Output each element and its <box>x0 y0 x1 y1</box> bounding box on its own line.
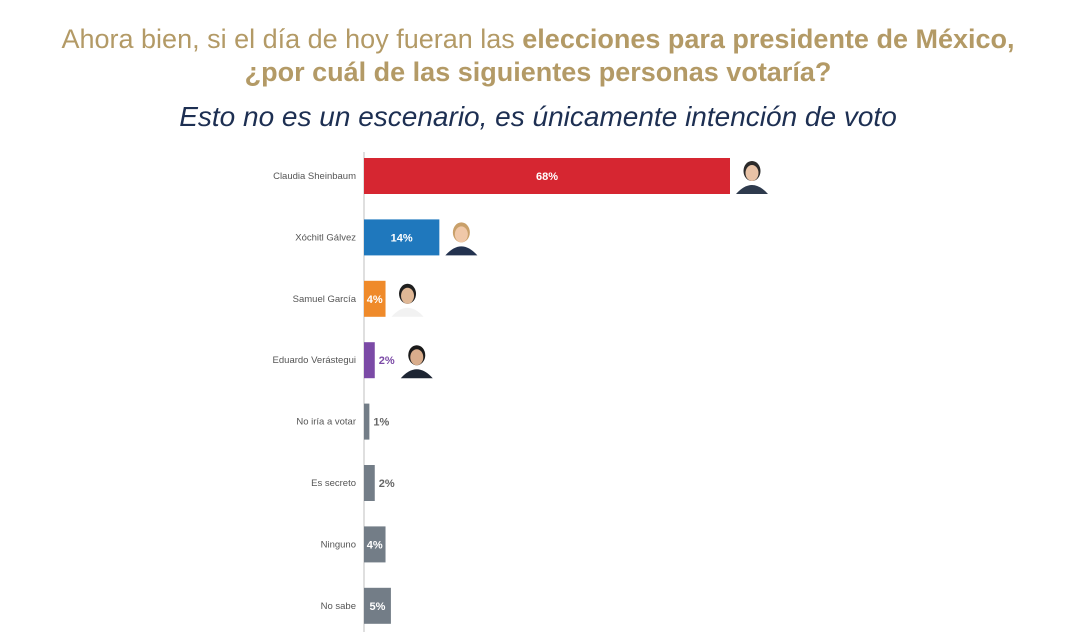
value-label: 1% <box>373 417 389 429</box>
question-line-2: ¿por cuál de las siguientes personas vot… <box>244 57 832 87</box>
category-label: Samuel García <box>293 294 357 305</box>
bar-3 <box>364 280 386 317</box>
value-label: 2% <box>379 355 395 367</box>
question-line-1: Ahora bien, si el día de hoy fueran las … <box>0 23 1076 56</box>
bar-8 <box>364 587 391 624</box>
candidate-photo <box>736 161 768 194</box>
category-label: No iría a votar <box>296 417 356 428</box>
value-label: 2% <box>379 478 395 490</box>
value-label: 4% <box>367 294 383 306</box>
bar-7 <box>364 526 386 563</box>
chart-subtitle: Esto no es un escenario, es únicamente i… <box>179 101 897 132</box>
bar-5 <box>364 403 370 440</box>
candidate-photo <box>400 345 433 379</box>
bar-2 <box>364 219 440 256</box>
value-label: 14% <box>391 232 413 244</box>
value-label: 4% <box>367 539 383 551</box>
bar-4 <box>364 342 375 379</box>
candidate-photo <box>391 283 424 317</box>
bar-6 <box>364 465 375 501</box>
category-label: No sabe <box>321 601 356 612</box>
value-label: 68% <box>536 171 558 183</box>
question-line-1-normal: Ahora bien, si el día de hoy fueran las <box>61 24 523 54</box>
category-label: Claudia Sheinbaum <box>273 171 356 182</box>
category-label: Eduardo Verástegui <box>273 355 356 366</box>
category-label: Xóchitl Gálvez <box>295 232 356 243</box>
question-line-1-bold: elecciones para presidente de México, <box>522 24 1015 54</box>
bar-1 <box>364 158 730 194</box>
candidate-photo <box>445 222 478 256</box>
category-label: Es secreto <box>311 478 356 489</box>
value-label: 5% <box>370 601 386 613</box>
category-label: Ninguno <box>321 539 356 550</box>
